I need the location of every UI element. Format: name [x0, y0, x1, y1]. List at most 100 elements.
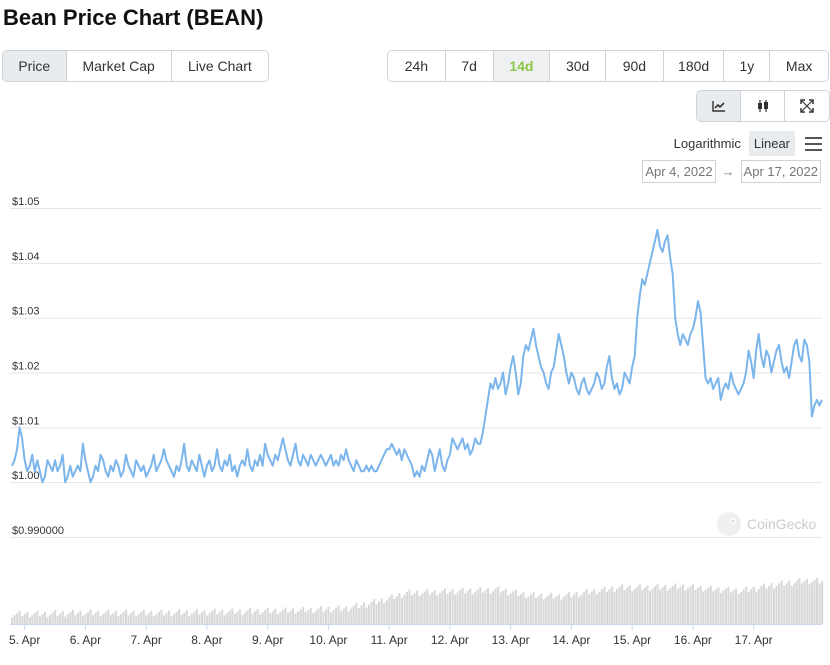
price-line	[11, 228, 823, 484]
volume-bar	[567, 591, 571, 624]
volume-bars	[11, 577, 824, 624]
y-tick-label: $0.990000	[12, 525, 64, 537]
volume-bar	[595, 594, 598, 624]
volume-bar	[410, 595, 414, 624]
volume-bar	[362, 602, 366, 624]
volume-bar	[329, 612, 333, 624]
volume-bar	[542, 599, 545, 624]
volume-bar	[734, 588, 738, 624]
volume-bar	[254, 611, 257, 624]
line-chart-button[interactable]	[697, 91, 742, 121]
volume-bar	[691, 584, 695, 624]
volume-bar	[307, 609, 310, 624]
volume-bar	[416, 590, 419, 624]
range-180d[interactable]: 180d	[664, 51, 725, 81]
hamburger-menu-icon[interactable]	[805, 136, 822, 151]
volume-bar	[216, 614, 219, 624]
volume-bar	[742, 589, 745, 624]
volume-bar	[13, 615, 16, 624]
volume-bar	[127, 615, 130, 624]
volume-bar	[448, 591, 452, 624]
volume-bar	[69, 611, 72, 624]
volume-bar	[628, 585, 631, 624]
tab-price[interactable]: Price	[3, 51, 67, 81]
volume-bar	[395, 596, 398, 624]
volume-bar	[762, 583, 765, 624]
volume-bar	[284, 607, 287, 624]
volume-bar	[689, 586, 692, 624]
volume-bar	[484, 590, 487, 624]
volume-bar	[504, 589, 507, 624]
volume-bar	[266, 607, 269, 624]
volume-bar	[532, 592, 535, 624]
volume-bar	[413, 592, 416, 624]
volume-bar	[499, 592, 502, 624]
volume-bar	[390, 594, 393, 624]
expand-button[interactable]	[785, 91, 829, 121]
volume-bar	[317, 608, 320, 624]
volume-bar	[798, 578, 801, 624]
volume-bar	[659, 589, 662, 624]
tab-market-cap[interactable]: Market Cap	[67, 51, 172, 81]
volume-bar	[466, 591, 469, 624]
volume-bar	[783, 585, 786, 624]
volume-bar	[233, 613, 236, 624]
volume-bar	[271, 611, 274, 624]
volume-bar	[150, 610, 153, 624]
volume-bar	[175, 611, 178, 624]
volume-bar	[243, 612, 247, 624]
volume-bar	[760, 586, 763, 624]
price-chart[interactable]: $1.05$1.04$1.03$1.02$1.01$1.00$0.990000 …	[0, 190, 830, 665]
volume-bar	[633, 588, 636, 624]
volume-bar	[370, 602, 373, 624]
volume-bar	[643, 587, 646, 624]
volume-bar	[104, 611, 107, 624]
date-to-input[interactable]: Apr 17, 2022	[740, 160, 821, 183]
range-90d[interactable]: 90d	[606, 51, 664, 81]
volume-bar	[61, 611, 64, 624]
x-tick-label: 16. Apr	[674, 633, 712, 647]
volume-bar	[119, 614, 123, 624]
volume-bar	[193, 611, 196, 624]
volume-bar	[727, 586, 730, 624]
scale-linear[interactable]: Linear	[748, 131, 795, 156]
volume-bar	[471, 594, 474, 624]
volume-bar	[18, 610, 21, 624]
volume-bar	[519, 594, 522, 624]
volume-bar	[185, 610, 188, 624]
volume-bar	[507, 595, 510, 624]
tab-live-chart[interactable]: Live Chart	[187, 58, 252, 74]
range-14d[interactable]: 14d	[493, 51, 551, 81]
volume-bar	[213, 608, 216, 624]
volume-bar	[162, 615, 166, 624]
volume-bar	[79, 610, 82, 624]
volume-bar	[281, 609, 285, 624]
volume-bar	[142, 609, 145, 624]
volume-bar	[593, 589, 596, 624]
volume-bar	[441, 590, 444, 624]
date-from-input[interactable]: Apr 4, 2022	[642, 160, 716, 183]
range-7d[interactable]: 7d	[446, 51, 494, 81]
volume-bar	[76, 613, 79, 624]
volume-bar	[112, 613, 115, 624]
x-tick-label: 8. Apr	[191, 633, 222, 647]
volume-bar	[385, 600, 388, 624]
candlestick-button[interactable]	[741, 91, 785, 121]
range-30d[interactable]: 30d	[550, 51, 607, 81]
range-1y[interactable]: 1y	[724, 51, 771, 81]
line-chart-icon	[711, 101, 725, 112]
x-tick-label: 5. Apr	[9, 633, 40, 647]
scale-logarithmic[interactable]: Logarithmic	[673, 136, 741, 151]
volume-bar	[641, 589, 644, 624]
volume-bar	[517, 595, 520, 624]
range-max[interactable]: Max	[785, 58, 813, 74]
volume-bar	[294, 613, 297, 624]
volume-bar	[712, 591, 715, 624]
volume-bar	[717, 587, 720, 624]
volume-bar	[327, 607, 330, 624]
volume-bar	[173, 613, 176, 624]
range-24h[interactable]: 24h	[388, 51, 446, 81]
volume-bar	[41, 614, 44, 624]
date-range: Apr 4, 2022 → Apr 17, 2022	[642, 160, 821, 183]
volume-bar	[135, 616, 138, 624]
